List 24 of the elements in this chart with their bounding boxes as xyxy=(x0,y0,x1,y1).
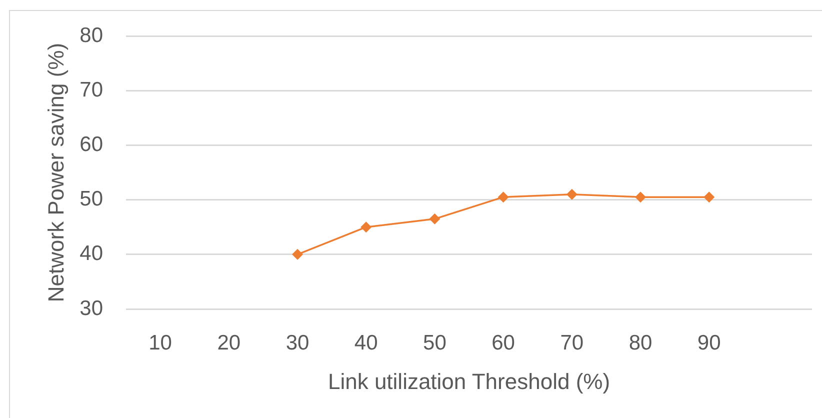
x-tick-label: 80 xyxy=(628,331,652,354)
y-tick-label: 40 xyxy=(80,242,103,266)
x-tick-label: 30 xyxy=(286,331,310,354)
y-tick-label: 30 xyxy=(80,296,103,320)
point xyxy=(292,248,303,260)
point xyxy=(704,192,715,203)
x-tick-label: 50 xyxy=(423,331,446,354)
y-tick-label: 70 xyxy=(80,78,103,102)
y-tick-label: 60 xyxy=(80,132,103,156)
x-tick-label: 20 xyxy=(217,331,241,354)
x-tick-label: 90 xyxy=(697,331,721,354)
point xyxy=(498,192,509,203)
point xyxy=(429,213,440,224)
x-tick-label: 70 xyxy=(560,331,584,354)
x-tick-label: 40 xyxy=(354,331,378,354)
x-tick-label: 60 xyxy=(492,331,515,354)
point xyxy=(566,188,578,200)
y-tick-label: 80 xyxy=(80,24,103,47)
point xyxy=(360,222,372,233)
x-tick-label: 10 xyxy=(148,331,172,354)
x-axis-title: Link utilization Threshold (%) xyxy=(328,368,610,394)
point xyxy=(635,192,646,203)
y-axis-title: Network Power saving (%) xyxy=(43,42,68,302)
y-tick-label: 50 xyxy=(80,188,103,211)
